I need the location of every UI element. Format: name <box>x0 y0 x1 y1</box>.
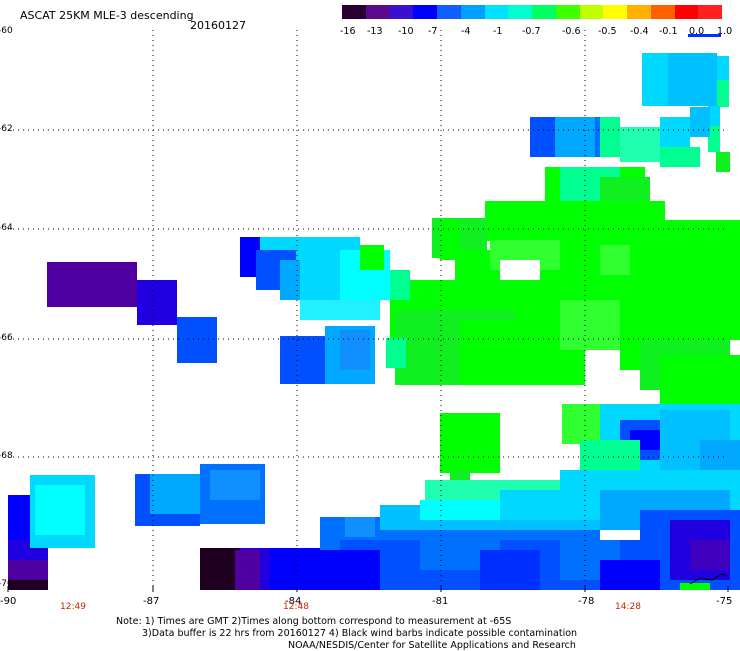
lat-label: -64 <box>0 223 13 233</box>
wind-cell <box>47 262 137 307</box>
colorbar-swatch <box>460 5 485 19</box>
colorbar-label: -10 <box>398 26 414 37</box>
wind-cell <box>660 117 690 147</box>
wind-cell <box>708 126 720 152</box>
wind-cell <box>708 106 720 126</box>
lat-label: -66 <box>0 333 13 343</box>
wind-cell <box>240 237 260 277</box>
wind-cell <box>660 147 700 167</box>
colorbar-highlight <box>688 34 721 37</box>
wind-cell <box>600 560 660 590</box>
wind-cell <box>345 517 375 537</box>
colorbar-label: 0.0 <box>689 26 705 37</box>
wind-cell <box>555 117 595 157</box>
lon-label: -81 <box>432 596 449 607</box>
colorbar-swatch <box>508 5 532 19</box>
colorbar-label: -16 <box>340 26 356 37</box>
wind-cell <box>700 440 740 470</box>
wind-cell <box>340 330 370 370</box>
colorbar-label: -0.5 <box>598 26 617 37</box>
wind-cell <box>480 550 540 590</box>
time-label: 14:28 <box>615 602 641 612</box>
wind-cell <box>150 474 200 514</box>
wind-cell <box>620 127 660 162</box>
colorbar-label: -0.4 <box>630 26 649 37</box>
lat-label: -62 <box>0 124 13 134</box>
colorbar-label: 1.0 <box>717 26 733 37</box>
wind-cell <box>390 270 410 300</box>
colorbar-swatch <box>650 5 675 19</box>
wind-cell <box>690 540 730 570</box>
lat-label: -68 <box>0 451 13 461</box>
wind-cell <box>680 583 710 590</box>
footer-note-1: Note: 1) Times are GMT 2)Times along bot… <box>116 616 512 627</box>
lat-label: -60 <box>0 26 13 36</box>
colorbar-swatch <box>484 5 509 19</box>
lon-label: -87 <box>143 596 160 607</box>
colorbar <box>342 5 722 19</box>
wind-cell <box>530 117 555 157</box>
wind-cell <box>386 338 406 368</box>
colorbar-label: -0.7 <box>522 26 541 37</box>
wind-cell <box>360 245 384 270</box>
wind-cell <box>690 107 710 137</box>
colorbar-label: -0.6 <box>562 26 581 37</box>
wind-cell <box>600 117 620 157</box>
colorbar-swatch <box>555 5 580 19</box>
wind-cell <box>8 580 48 590</box>
map-title: ASCAT 25KM MLE-3 descending <box>20 9 194 22</box>
lon-label: -75 <box>716 596 733 607</box>
colorbar-swatch <box>342 5 366 19</box>
lon-label: -90 <box>0 596 17 607</box>
wind-cell <box>440 413 500 473</box>
wind-cell <box>177 317 217 363</box>
wind-cell <box>668 53 717 106</box>
colorbar-swatch <box>603 5 627 19</box>
wind-cell <box>200 548 240 590</box>
footer-note-2: 3)Data buffer is 22 hrs from 20160127 4)… <box>142 628 578 639</box>
wind-cell <box>35 485 85 535</box>
colorbar-swatch <box>627 5 651 19</box>
colorbar-label: -1 <box>493 26 503 37</box>
wind-cell <box>235 550 260 590</box>
colorbar-label: -4 <box>461 26 471 37</box>
map-date: 20160127 <box>190 19 246 32</box>
coastline <box>689 573 729 585</box>
wind-cell <box>680 228 730 288</box>
time-label: 12:48 <box>283 602 309 612</box>
colorbar-swatch <box>579 5 604 19</box>
wind-cell <box>300 300 380 320</box>
colorbar-labels: -16 -13 -10 -7 -4 -1 -0.7 -0.6 -0.5 -0.4 -0.1 0.0 1.… <box>330 26 740 38</box>
colorbar-swatch <box>413 5 437 19</box>
colorbar-swatch <box>532 5 556 19</box>
colorbar-label: -13 <box>367 26 383 37</box>
colorbar-swatch <box>698 5 722 19</box>
wind-cell <box>137 280 177 325</box>
lon-label: -78 <box>578 596 595 607</box>
wind-cell <box>600 245 630 275</box>
colorbar-label: -0.1 <box>659 26 678 37</box>
wind-cell <box>717 80 729 107</box>
colorbar-swatch <box>437 5 461 19</box>
colorbar-swatch <box>674 5 699 19</box>
colorbar-label: -7 <box>428 26 438 37</box>
lon-label: -84 <box>285 596 302 607</box>
wind-cell <box>716 152 730 172</box>
time-label: 12:49 <box>60 602 86 612</box>
colorbar-swatch <box>389 5 414 19</box>
wind-cell <box>660 355 740 405</box>
wind-cell <box>210 470 260 500</box>
lat-label: -70 <box>0 579 13 589</box>
wind-cell <box>717 56 729 80</box>
colorbar-swatch <box>365 5 390 19</box>
wind-cell <box>280 336 325 384</box>
footer-credit: NOAA/NESDIS/Center for Satellite Applica… <box>288 640 576 651</box>
